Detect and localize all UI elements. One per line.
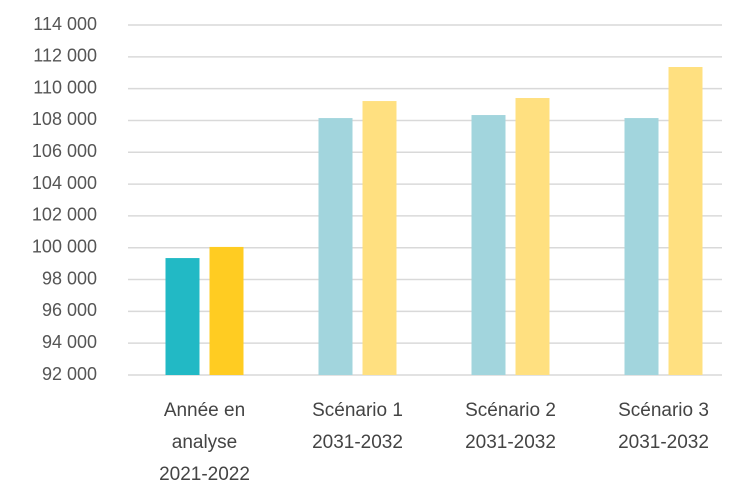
y-tick-label: 100 000 — [32, 236, 97, 256]
x-tick-label: Scénario 1 — [312, 400, 403, 421]
bar — [625, 118, 659, 375]
bar — [210, 247, 244, 375]
x-tick-label: 2031-2032 — [312, 432, 403, 453]
x-tick-label: analyse — [172, 432, 238, 453]
bar — [516, 98, 550, 375]
y-tick-label: 96 000 — [42, 300, 97, 320]
bar — [319, 118, 353, 375]
y-tick-label: 98 000 — [42, 268, 97, 288]
bar — [472, 115, 506, 375]
y-tick-label: 110 000 — [33, 77, 97, 97]
y-tick-label: 104 000 — [32, 173, 97, 193]
y-tick-label: 106 000 — [32, 141, 97, 161]
y-tick-label: 94 000 — [42, 332, 97, 352]
y-tick-label: 112 000 — [33, 46, 97, 66]
y-tick-label: 108 000 — [32, 109, 97, 129]
y-tick-label: 114 000 — [33, 14, 97, 34]
bar — [669, 67, 703, 375]
bar — [166, 258, 200, 375]
x-tick-label: 2031-2032 — [465, 432, 556, 453]
x-tick-label: Année en — [164, 400, 245, 421]
x-tick-label: 2031-2032 — [618, 432, 709, 453]
y-tick-label: 92 000 — [42, 364, 97, 384]
x-tick-label: Scénario 2 — [465, 400, 556, 421]
chart: 92 000 94 000 96 000 98 000 100 000 102 000 10… — [0, 0, 736, 489]
x-tick-label: Scénario 3 — [618, 400, 709, 421]
x-tick-label: 2021-2022 — [159, 464, 250, 485]
y-tick-label: 102 000 — [32, 205, 97, 225]
bar — [363, 101, 397, 375]
